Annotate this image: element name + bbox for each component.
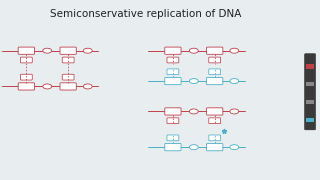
Circle shape: [43, 48, 52, 53]
Bar: [306, 118, 314, 122]
Circle shape: [83, 84, 92, 89]
FancyBboxPatch shape: [207, 47, 223, 54]
FancyBboxPatch shape: [209, 118, 220, 124]
Circle shape: [43, 84, 52, 89]
FancyBboxPatch shape: [20, 57, 32, 63]
Circle shape: [230, 109, 239, 114]
FancyBboxPatch shape: [165, 143, 181, 151]
Circle shape: [230, 145, 239, 150]
Circle shape: [189, 109, 198, 114]
Circle shape: [230, 79, 239, 84]
Circle shape: [83, 48, 92, 53]
FancyBboxPatch shape: [167, 69, 179, 75]
FancyBboxPatch shape: [62, 57, 74, 63]
FancyBboxPatch shape: [305, 54, 316, 130]
Circle shape: [189, 48, 198, 53]
FancyBboxPatch shape: [165, 108, 181, 115]
Bar: [306, 82, 314, 86]
FancyBboxPatch shape: [165, 47, 181, 54]
FancyBboxPatch shape: [209, 57, 220, 63]
FancyBboxPatch shape: [167, 135, 179, 141]
Circle shape: [230, 48, 239, 53]
FancyBboxPatch shape: [18, 47, 35, 54]
FancyBboxPatch shape: [18, 83, 35, 90]
FancyBboxPatch shape: [207, 143, 223, 151]
FancyBboxPatch shape: [165, 77, 181, 85]
FancyBboxPatch shape: [60, 83, 76, 90]
FancyBboxPatch shape: [20, 74, 32, 80]
Text: Semiconservative replication of DNA: Semiconservative replication of DNA: [50, 9, 241, 19]
FancyBboxPatch shape: [207, 77, 223, 85]
FancyBboxPatch shape: [167, 118, 179, 124]
Circle shape: [189, 145, 198, 150]
FancyBboxPatch shape: [209, 69, 220, 75]
FancyBboxPatch shape: [62, 74, 74, 80]
Circle shape: [189, 79, 198, 84]
Bar: [306, 100, 314, 104]
FancyBboxPatch shape: [167, 57, 179, 63]
FancyBboxPatch shape: [209, 135, 220, 141]
FancyBboxPatch shape: [60, 47, 76, 54]
Bar: [306, 64, 314, 69]
FancyBboxPatch shape: [207, 108, 223, 115]
